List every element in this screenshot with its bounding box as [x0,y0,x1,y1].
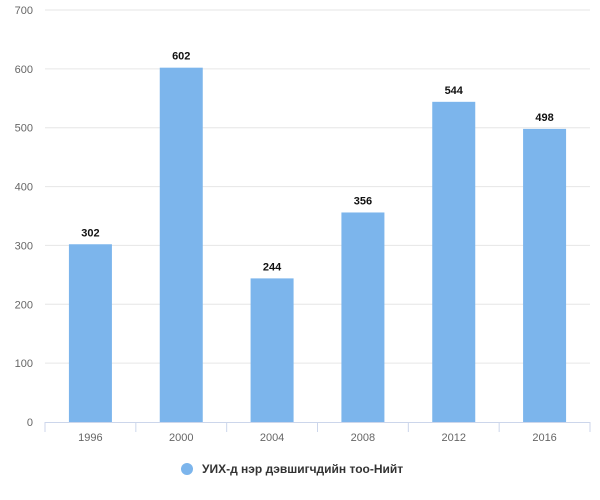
bars [68,67,567,423]
bar[interactable] [341,212,385,422]
legend[interactable]: УИХ-д нэр дэвшигчдийн тоо-Нийт [181,462,403,476]
y-tick-label: 700 [15,5,33,17]
data-label: 544 [445,85,464,97]
data-labels: 302 602 244 356 544 498 [81,51,554,274]
y-tick-label: 600 [15,64,33,76]
bar[interactable] [432,101,476,423]
grid-lines [45,9,590,364]
data-label: 244 [263,261,282,273]
y-tick-label: 500 [15,123,33,135]
y-tick-label: 400 [15,182,33,194]
data-label: 356 [354,195,372,207]
x-tick-label: 2008 [351,432,375,444]
x-tick-label: 2012 [442,432,466,444]
x-tick-label: 1996 [78,432,102,444]
bar[interactable] [68,244,112,422]
data-label: 302 [81,227,99,239]
x-tick-label: 2000 [169,432,193,444]
y-tick-label: 100 [15,358,33,370]
x-axis: 1996 2000 2004 2008 2012 2016 [44,422,591,444]
legend-marker[interactable] [181,463,193,475]
data-label: 498 [535,112,553,124]
y-axis-ticks: 0 100 200 300 400 500 600 700 [15,5,33,429]
y-tick-label: 300 [15,240,33,252]
bar[interactable] [250,278,294,422]
y-tick-label: 0 [27,417,33,429]
bar[interactable] [159,67,203,423]
x-tick-label: 2004 [260,432,284,444]
data-label: 602 [172,51,190,63]
y-tick-label: 200 [15,299,33,311]
bar[interactable] [523,128,567,423]
legend-label[interactable]: УИХ-д нэр дэвшигчдийн тоо-Нийт [202,462,403,476]
x-tick-label: 2016 [532,432,556,444]
